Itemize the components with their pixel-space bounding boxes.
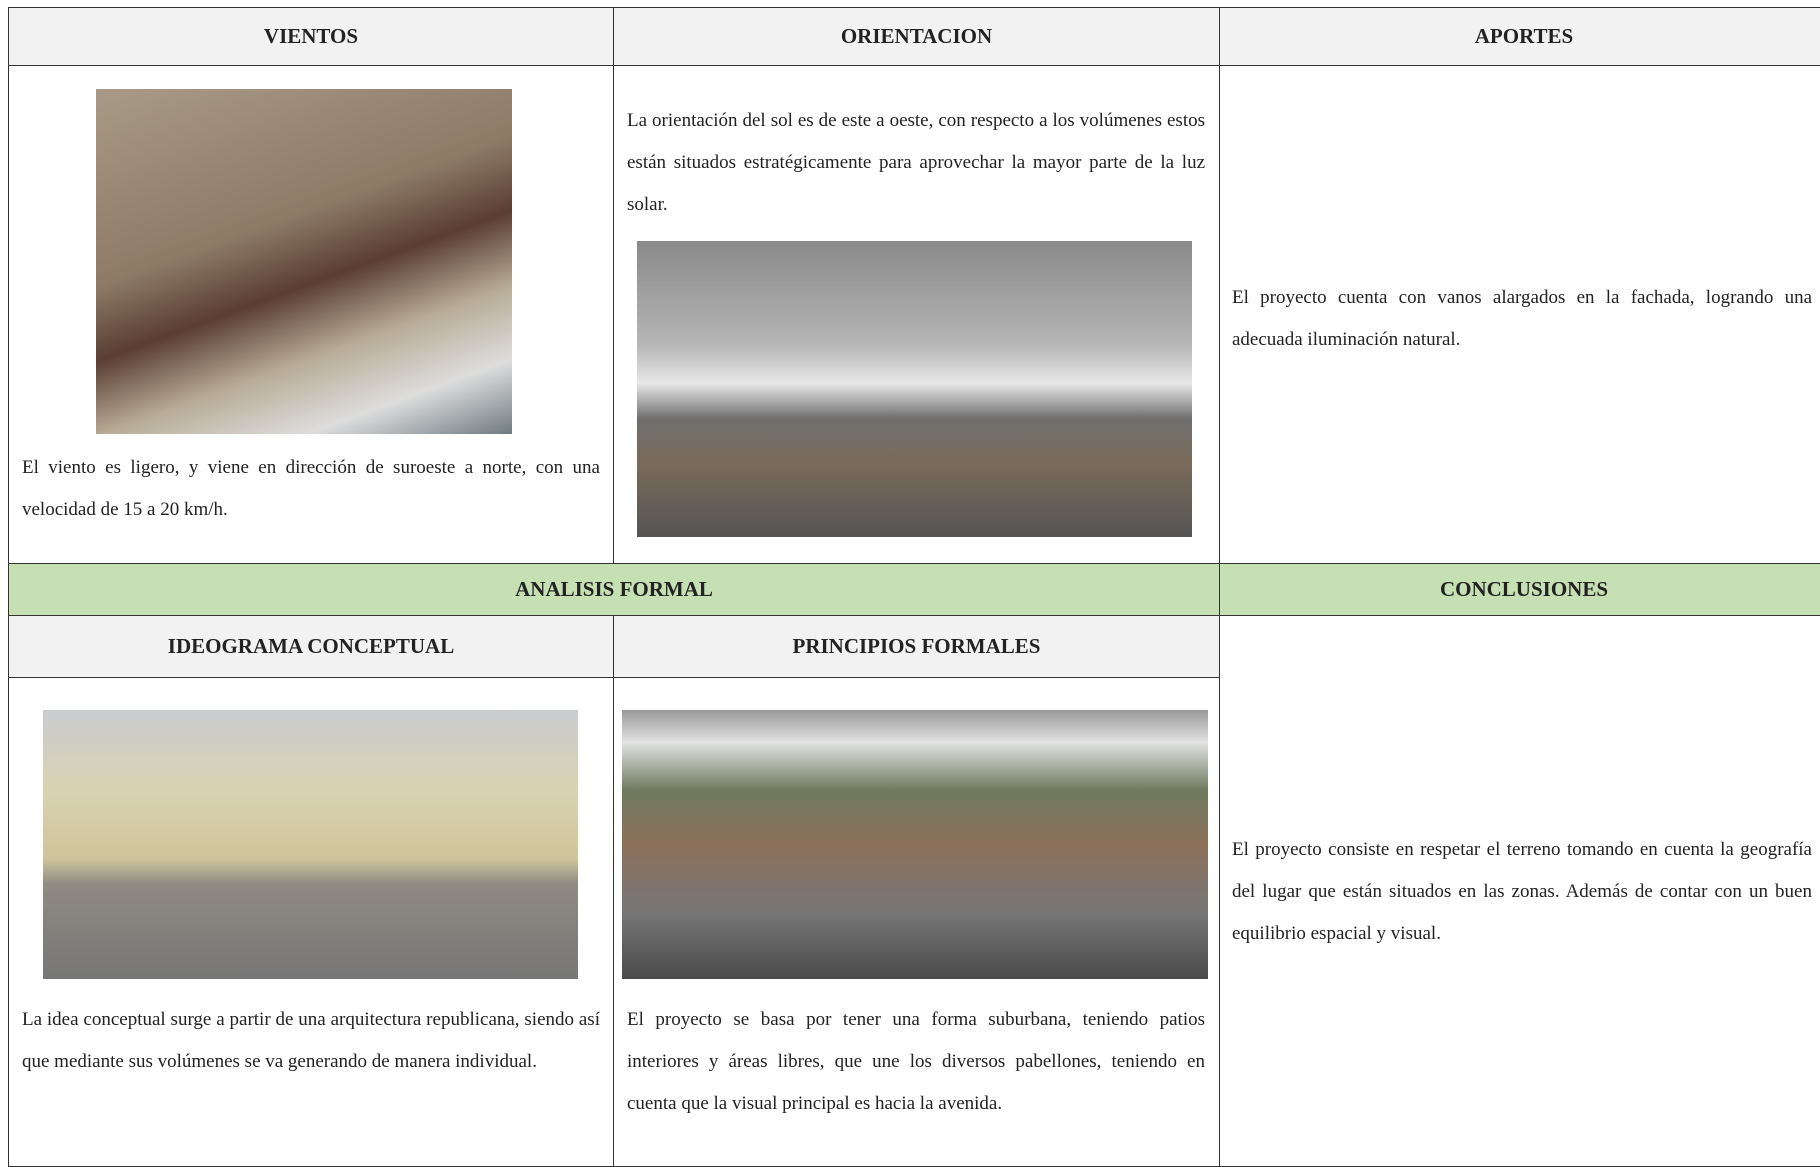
subheader-cell: IDEOGRAMA CONCEPTUAL [8, 615, 614, 678]
section-label: ANALISIS FORMAL [515, 577, 713, 601]
header-label: ORIENTACION [840, 24, 993, 48]
courtyard-image [43, 710, 578, 979]
cell-text: La orientación del sol es de este a oest… [627, 110, 1205, 215]
cell-text: La idea conceptual surge a partir de una… [22, 1009, 600, 1072]
subheader-cell: PRINCIPIOS FORMALES [613, 615, 1220, 678]
subheader-label: PRINCIPIOS FORMALES [792, 634, 1041, 658]
header-label: APORTES [1474, 24, 1574, 48]
section-header: CONCLUSIONES [1219, 563, 1820, 616]
header-cell: APORTES [1219, 7, 1820, 66]
header-label: VIENTOS [263, 24, 359, 48]
cell-text: El viento es ligero, y viene en direcció… [22, 457, 600, 520]
section-label: CONCLUSIONES [1439, 577, 1609, 601]
aerial-image [637, 241, 1192, 537]
header-cell: ORIENTACION [613, 7, 1220, 66]
header-cell: VIENTOS [8, 7, 614, 66]
aerial-image [622, 710, 1208, 979]
section-header: ANALISIS FORMAL [8, 563, 1220, 616]
wind-map-image [96, 89, 512, 434]
cell-text: El proyecto se basa por tener una forma … [627, 1009, 1205, 1114]
cell-text: El proyecto consiste en respetar el terr… [1232, 839, 1812, 944]
subheader-label: IDEOGRAMA CONCEPTUAL [167, 634, 455, 658]
cell-text: El proyecto cuenta con vanos alargados e… [1232, 287, 1812, 350]
